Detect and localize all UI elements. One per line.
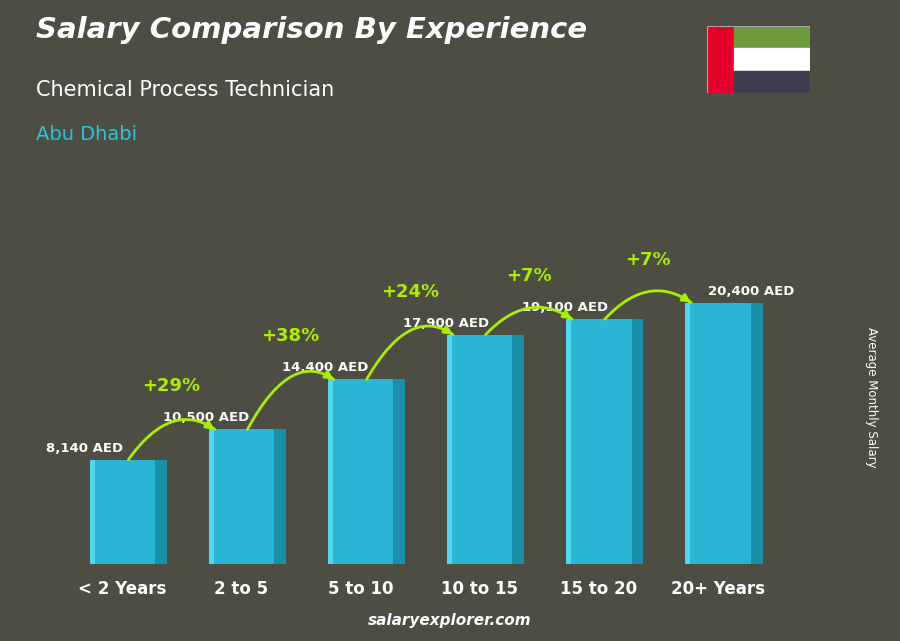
Polygon shape	[632, 319, 644, 564]
Text: 8,140 AED: 8,140 AED	[46, 442, 123, 454]
Polygon shape	[155, 460, 167, 564]
Text: Abu Dhabi: Abu Dhabi	[36, 125, 137, 144]
Bar	[209, 429, 214, 564]
Bar	[566, 319, 572, 564]
Bar	[328, 379, 393, 564]
Bar	[90, 460, 155, 564]
Bar	[328, 379, 333, 564]
Text: +7%: +7%	[506, 267, 552, 285]
Bar	[209, 429, 274, 564]
Bar	[734, 48, 810, 71]
Bar	[685, 303, 751, 564]
Text: +38%: +38%	[262, 328, 320, 345]
Bar	[734, 71, 810, 93]
Text: +7%: +7%	[626, 251, 670, 269]
Text: 20,400 AED: 20,400 AED	[708, 285, 795, 297]
Bar	[447, 335, 452, 564]
Bar	[706, 26, 734, 93]
Polygon shape	[512, 335, 525, 564]
Text: 14,400 AED: 14,400 AED	[282, 362, 368, 374]
Text: 19,100 AED: 19,100 AED	[522, 301, 608, 314]
Text: +29%: +29%	[142, 378, 201, 395]
Text: Salary Comparison By Experience: Salary Comparison By Experience	[36, 16, 587, 44]
Bar	[685, 303, 690, 564]
Bar	[566, 319, 632, 564]
Polygon shape	[751, 303, 762, 564]
Text: salaryexplorer.com: salaryexplorer.com	[368, 613, 532, 628]
Bar	[90, 460, 94, 564]
Text: 17,900 AED: 17,900 AED	[403, 317, 490, 329]
Text: 10,500 AED: 10,500 AED	[163, 412, 249, 424]
Bar	[447, 335, 512, 564]
Polygon shape	[393, 379, 405, 564]
Text: Average Monthly Salary: Average Monthly Salary	[865, 327, 878, 468]
Bar	[734, 26, 810, 48]
Text: Chemical Process Technician: Chemical Process Technician	[36, 80, 334, 100]
Polygon shape	[274, 429, 286, 564]
Text: +24%: +24%	[381, 283, 439, 301]
